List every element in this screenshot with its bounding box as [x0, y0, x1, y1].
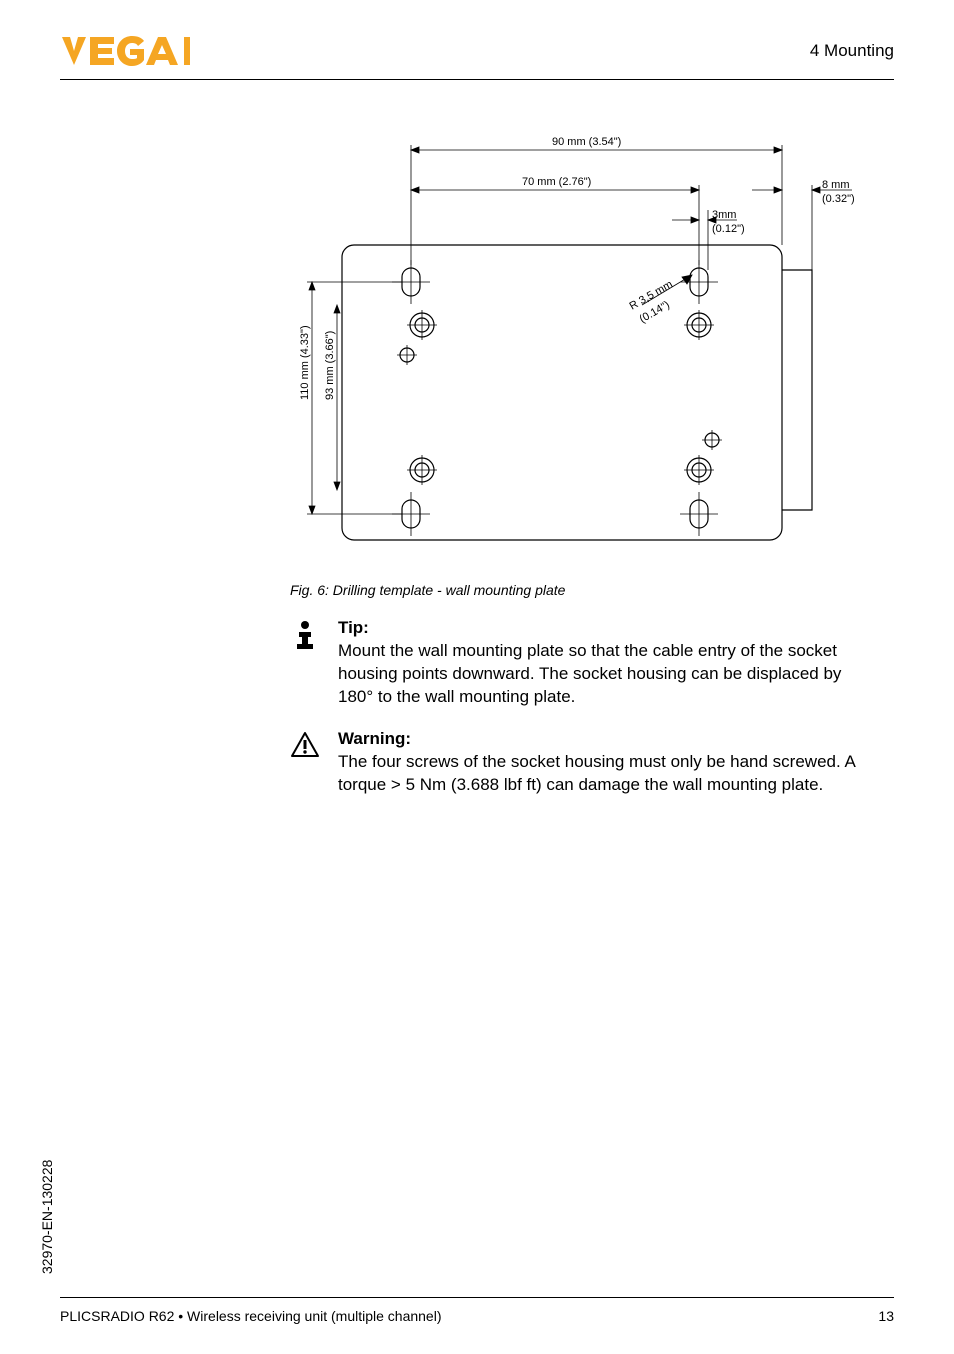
tip-block: Tip: Mount the wall mounting plate so th…	[290, 618, 874, 709]
dim-70mm: 70 mm (2.76")	[522, 176, 591, 188]
section-label: 4 Mounting	[810, 41, 894, 61]
dim-93mm: 93 mm (3.66")	[324, 331, 336, 400]
main-content: 90 mm (3.54") 70 mm (2.76") 3mm (0.12") …	[230, 110, 934, 797]
page-number: 13	[878, 1308, 894, 1324]
figure-6: 90 mm (3.54") 70 mm (2.76") 3mm (0.12") …	[290, 110, 874, 570]
warning-title: Warning:	[338, 729, 874, 749]
dim-110mm: 110 mm (4.33")	[299, 325, 311, 400]
figure-caption: Fig. 6: Drilling template - wall mountin…	[290, 582, 874, 598]
tip-content: Tip: Mount the wall mounting plate so th…	[338, 618, 874, 709]
page-header: 4 Mounting	[60, 0, 894, 80]
tip-title: Tip:	[338, 618, 874, 638]
warning-text: The four screws of the socket housing mu…	[338, 751, 874, 797]
dim-8mm-in: (0.32")	[822, 193, 855, 205]
document-id: 32970-EN-130228	[39, 1160, 55, 1274]
warning-icon	[290, 729, 320, 759]
dim-3mm-in: (0.12")	[712, 223, 745, 235]
warning-content: Warning: The four screws of the socket h…	[338, 729, 874, 797]
footer-left: PLICSRADIO R62 • Wireless receiving unit…	[60, 1308, 442, 1324]
dim-90mm: 90 mm (3.54")	[552, 136, 621, 148]
tip-text: Mount the wall mounting plate so that th…	[338, 640, 874, 709]
dim-8mm: 8 mm	[822, 179, 850, 191]
page-footer: PLICSRADIO R62 • Wireless receiving unit…	[60, 1297, 894, 1324]
warning-block: Warning: The four screws of the socket h…	[290, 729, 874, 797]
dim-3mm: 3mm	[712, 209, 736, 221]
info-icon	[290, 618, 320, 648]
vega-logo	[60, 33, 190, 69]
